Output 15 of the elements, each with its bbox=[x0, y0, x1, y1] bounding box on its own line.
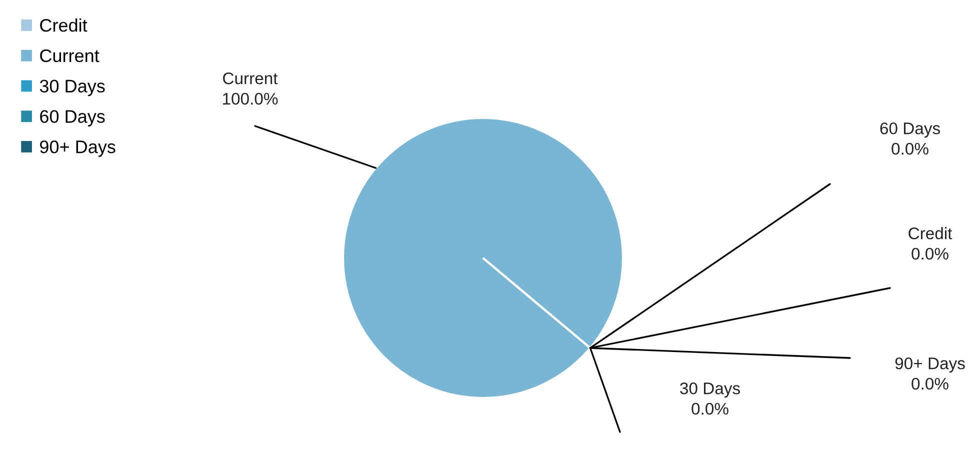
category-label: 30 Days bbox=[680, 382, 740, 398]
legend-label: 30 Days bbox=[40, 80, 105, 96]
text: 0.0% bbox=[692, 402, 728, 415]
slice-label: Current bbox=[223, 72, 278, 84]
category-label: Credit bbox=[908, 227, 952, 240]
category-label: 60 Days bbox=[880, 122, 940, 138]
legend-label: Credit bbox=[40, 18, 88, 32]
legend-label: Current bbox=[40, 49, 100, 62]
text: 0.0% bbox=[912, 248, 948, 260]
text: 0.0% bbox=[892, 142, 928, 155]
category-label: 90+ Days bbox=[895, 357, 965, 373]
legend-label: 90+ Days bbox=[40, 140, 116, 157]
data-label: 100.0% bbox=[223, 92, 278, 105]
text: 0.0% bbox=[912, 378, 948, 390]
legend-label: 60 Days bbox=[40, 110, 105, 126]
